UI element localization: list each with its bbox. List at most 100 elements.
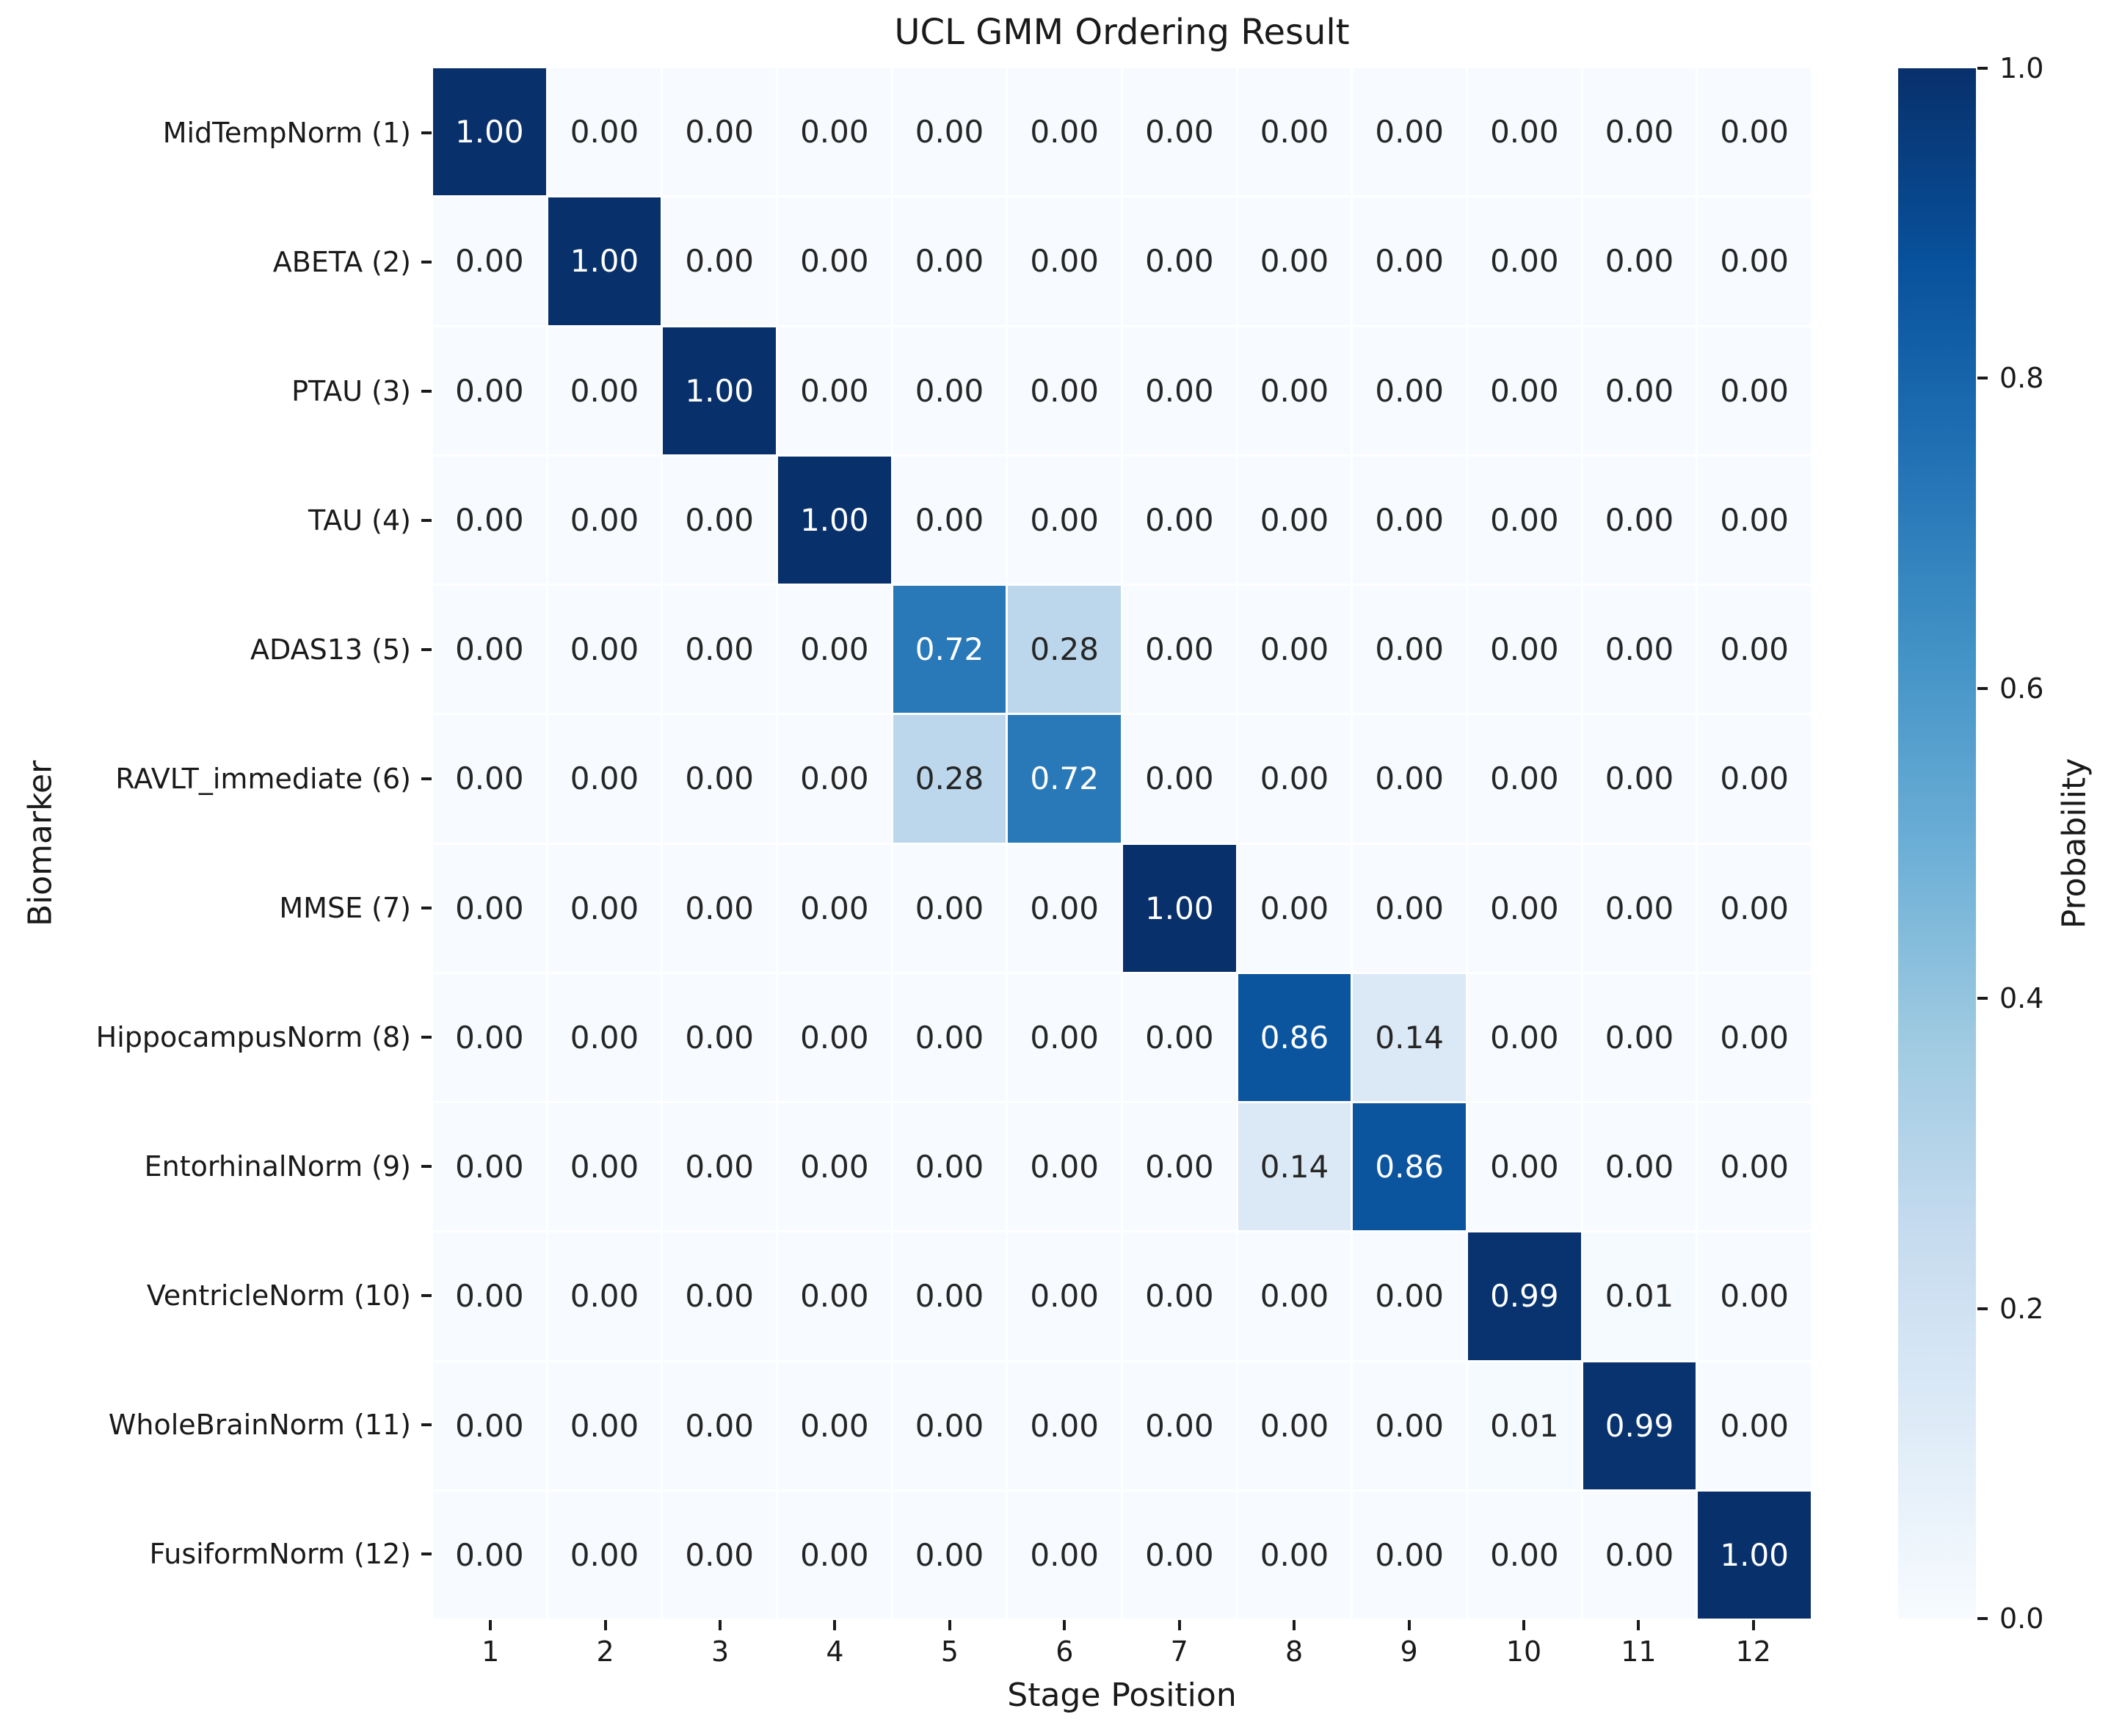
colorbar-label: Probability (2055, 758, 2093, 929)
heatmap-cell: 0.00 (548, 456, 661, 584)
heatmap-cell: 0.00 (1698, 844, 1811, 972)
heatmap-cell: 0.00 (663, 197, 776, 325)
heatmap-cell: 0.00 (778, 1232, 891, 1360)
y-tick-label: MMSE (7) (279, 892, 411, 924)
y-tick-mark (421, 390, 432, 393)
x-tick-mark (719, 1620, 722, 1630)
y-tick-mark (421, 1036, 432, 1039)
x-tick-label: 4 (826, 1635, 844, 1668)
heatmap-cell: 1.00 (433, 68, 546, 196)
colorbar-tick-mark (1977, 686, 1988, 690)
heatmap-cell: 0.00 (1353, 197, 1466, 325)
x-tick-mark (489, 1620, 493, 1630)
y-tick-label: RAVLT_immediate (6) (115, 763, 411, 795)
heatmap-cell: 0.00 (1238, 456, 1351, 584)
heatmap-cell: 0.00 (1008, 1103, 1121, 1231)
heatmap-cell: 0.00 (548, 327, 661, 454)
heatmap-cell: 0.00 (1698, 1362, 1811, 1489)
heatmap-cell: 0.00 (1008, 456, 1121, 584)
heatmap-cell: 0.72 (893, 586, 1006, 713)
x-tick-mark (603, 1620, 607, 1630)
heatmap-cell: 0.00 (433, 1232, 546, 1360)
x-tick-label: 10 (1505, 1635, 1542, 1668)
y-tick-label: FusiformNorm (12) (149, 1538, 411, 1570)
heatmap-cell: 0.00 (1238, 1491, 1351, 1619)
heatmap-cell: 0.00 (1698, 456, 1811, 584)
heatmap-cell: 0.00 (1468, 197, 1581, 325)
heatmap-cell: 0.00 (433, 973, 546, 1101)
heatmap-cell: 0.00 (1583, 715, 1696, 843)
chart-title: UCL GMM Ordering Result (894, 12, 1350, 53)
colorbar-tick-label: 0.8 (1999, 362, 2044, 395)
y-tick-mark (421, 1552, 432, 1555)
heatmap-cell: 0.00 (1468, 1103, 1581, 1231)
heatmap-cell: 0.00 (1583, 586, 1696, 713)
x-tick-mark (948, 1620, 951, 1630)
heatmap-cell: 0.01 (1583, 1232, 1696, 1360)
y-tick-label: ABETA (2) (272, 246, 411, 278)
x-tick-mark (1637, 1620, 1641, 1630)
colorbar-tick-label: 0.6 (1999, 672, 2044, 705)
heatmap-cell: 0.14 (1353, 973, 1466, 1101)
heatmap-cell: 0.00 (1123, 586, 1236, 713)
x-tick-label: 1 (482, 1635, 500, 1668)
y-tick-mark (421, 777, 432, 780)
heatmap-cell: 1.00 (548, 197, 661, 325)
heatmap-cell: 0.00 (548, 1491, 661, 1619)
colorbar-tick-label: 0.4 (1999, 982, 2044, 1015)
heatmap-cell: 0.00 (1698, 1232, 1811, 1360)
heatmap-cell: 0.00 (1238, 586, 1351, 713)
heatmap-cell: 0.00 (1698, 68, 1811, 196)
x-tick-label: 6 (1056, 1635, 1074, 1668)
heatmap-cell: 0.00 (548, 844, 661, 972)
heatmap-cell: 0.00 (1468, 973, 1581, 1101)
heatmap-cell: 0.00 (778, 197, 891, 325)
x-tick-mark (1063, 1620, 1067, 1630)
heatmap-cell: 0.00 (548, 1362, 661, 1489)
heatmap-grid: 1.00 0.00 0.00 0.00 0.00 0.00 0.00 0.00 0.00 0.00… (433, 68, 1811, 1619)
heatmap-cell: 0.00 (1353, 1491, 1466, 1619)
heatmap-cell: 0.00 (1468, 586, 1581, 713)
heatmap-cell: 0.00 (1353, 1362, 1466, 1489)
heatmap-cell: 0.00 (893, 844, 1006, 972)
heatmap-cell: 0.00 (1353, 1232, 1466, 1360)
heatmap-cell: 0.00 (663, 456, 776, 584)
heatmap-cell: 0.00 (1008, 1491, 1121, 1619)
heatmap-cell: 0.00 (1583, 844, 1696, 972)
heatmap-cell: 1.00 (778, 456, 891, 584)
heatmap-cell: 0.00 (778, 1103, 891, 1231)
heatmap-cell: 0.00 (1238, 715, 1351, 843)
heatmap-cell: 0.00 (663, 1362, 776, 1489)
y-tick-label: HippocampusNorm (8) (95, 1021, 411, 1053)
heatmap-cell: 0.00 (1698, 197, 1811, 325)
heatmap-cell: 0.00 (778, 327, 891, 454)
colorbar-tick-label: 0.2 (1999, 1292, 2044, 1325)
heatmap-cell: 0.00 (893, 1103, 1006, 1231)
heatmap-cell: 0.00 (1123, 1103, 1236, 1231)
x-tick-mark (833, 1620, 837, 1630)
heatmap-cell: 1.00 (663, 327, 776, 454)
heatmap-cell: 0.00 (778, 1491, 891, 1619)
heatmap-cell: 0.00 (893, 973, 1006, 1101)
heatmap-cell: 0.00 (433, 1491, 546, 1619)
heatmap-cell: 0.00 (1238, 327, 1351, 454)
heatmap-cell: 0.00 (548, 68, 661, 196)
y-tick-label: WholeBrainNorm (11) (108, 1409, 411, 1441)
colorbar (1898, 68, 1976, 1619)
heatmap-cell: 0.14 (1238, 1103, 1351, 1231)
heatmap-cell: 0.00 (1468, 715, 1581, 843)
x-axis-label: Stage Position (1007, 1677, 1237, 1714)
heatmap-cell: 0.00 (433, 327, 546, 454)
heatmap-cell: 0.00 (1698, 327, 1811, 454)
heatmap-cell: 0.00 (1698, 586, 1811, 713)
heatmap-cell: 0.00 (1123, 1362, 1236, 1489)
x-tick-label: 7 (1170, 1635, 1188, 1668)
heatmap-cell: 0.00 (1123, 197, 1236, 325)
heatmap-cell: 0.00 (1353, 456, 1466, 584)
heatmap-cell: 0.00 (1008, 1232, 1121, 1360)
heatmap-cell: 0.00 (893, 1491, 1006, 1619)
heatmap-cell: 0.00 (893, 1362, 1006, 1489)
heatmap-cell: 1.00 (1698, 1491, 1811, 1619)
heatmap-cell: 0.00 (1123, 1232, 1236, 1360)
